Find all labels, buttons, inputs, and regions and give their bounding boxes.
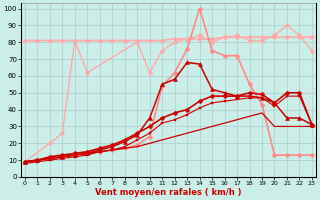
X-axis label: Vent moyen/en rafales ( km/h ): Vent moyen/en rafales ( km/h ) [95,188,242,197]
